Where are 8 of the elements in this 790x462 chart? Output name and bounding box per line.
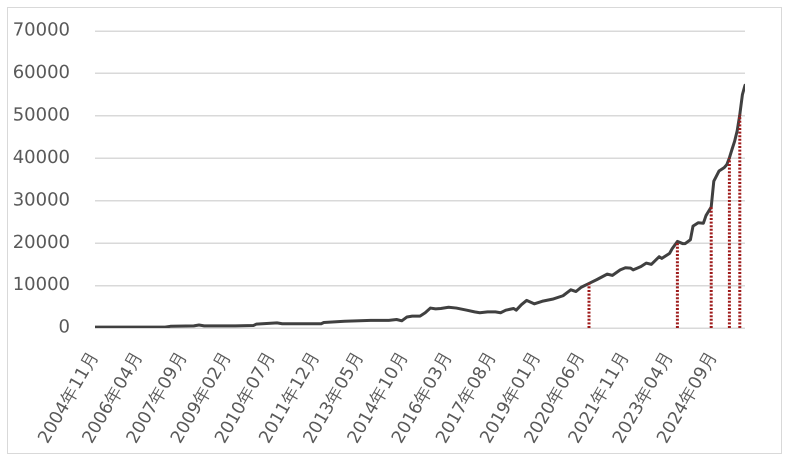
- y-tick-label: 40000: [12, 146, 70, 168]
- y-tick-label: 10000: [12, 274, 70, 296]
- y-tick-label: 20000: [12, 232, 70, 253]
- y-tick-label: 50000: [12, 104, 70, 126]
- y-tick-label: 60000: [12, 62, 70, 84]
- y-tick-label: 0: [58, 316, 70, 338]
- y-tick-label: 70000: [12, 20, 70, 41]
- y-tick-label: 30000: [12, 189, 70, 210]
